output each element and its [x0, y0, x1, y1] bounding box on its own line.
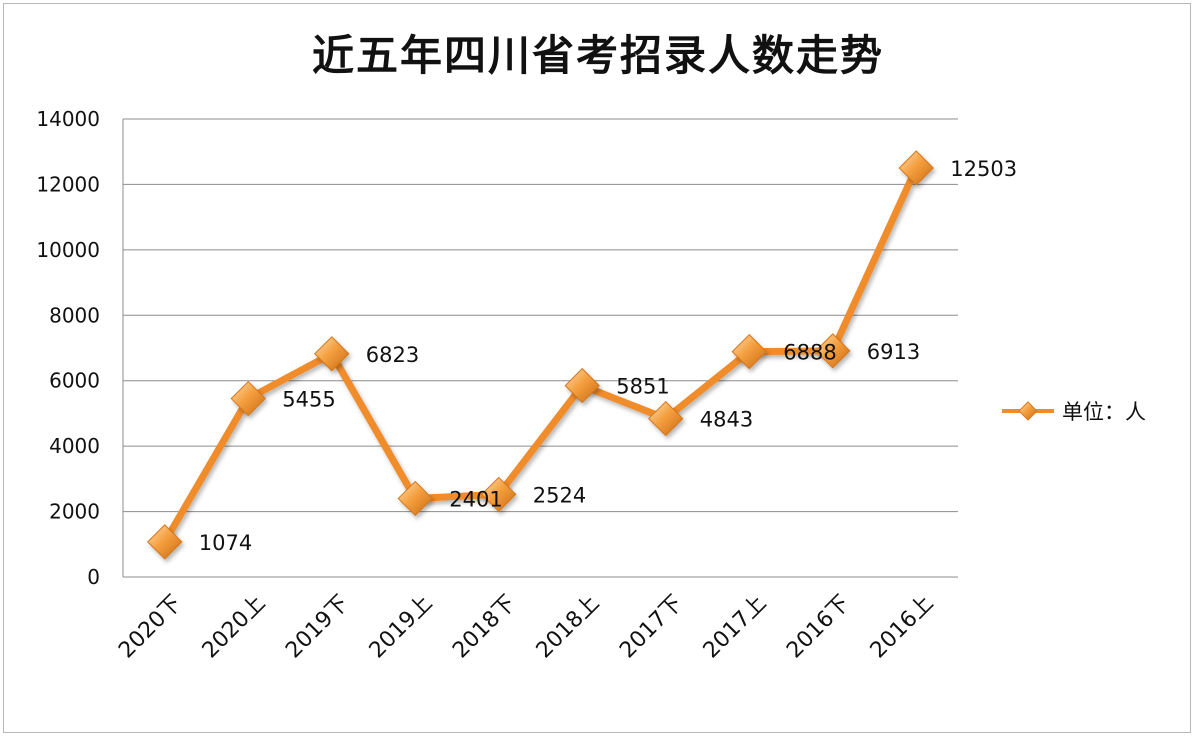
legend-label: 单位：人 — [1062, 400, 1146, 424]
y-tick-label: 12000 — [36, 172, 100, 196]
y-tick-label: 10000 — [36, 238, 100, 262]
data-label: 2401 — [449, 487, 502, 511]
y-tick-label: 2000 — [49, 500, 100, 524]
data-point-marker — [898, 150, 934, 186]
y-tick-label: 6000 — [49, 369, 100, 393]
x-tick-label: 2019下 — [281, 591, 354, 664]
data-label: 6913 — [867, 340, 920, 364]
x-tick-label: 2018上 — [532, 591, 605, 664]
data-label: 6823 — [366, 343, 419, 367]
data-point-marker — [815, 333, 851, 369]
x-tick-label: 2016上 — [866, 591, 939, 664]
data-point-marker — [481, 476, 517, 513]
data-label: 5455 — [282, 388, 335, 412]
data-label: 4843 — [700, 408, 753, 432]
data-label: 12503 — [950, 157, 1017, 181]
data-point-marker — [397, 480, 433, 517]
data-label: 2524 — [533, 483, 586, 507]
x-tick-label: 2017下 — [615, 591, 688, 664]
data-point-marker — [314, 336, 350, 372]
y-tick-label: 0 — [87, 565, 100, 589]
x-tick-label: 2017上 — [699, 591, 772, 664]
legend-swatch — [1002, 401, 1054, 421]
data-point-marker — [564, 367, 600, 404]
data-label: 5851 — [616, 375, 669, 399]
chart-title: 近五年四川省考招录人数走势 — [311, 31, 884, 80]
x-tick-label: 2016下 — [782, 591, 855, 664]
y-tick-label: 14000 — [36, 107, 100, 131]
x-tick-label: 2020上 — [198, 591, 271, 664]
data-label: 1074 — [199, 531, 252, 555]
x-tick-label: 2018下 — [448, 591, 521, 664]
legend: 单位：人 — [1000, 396, 1146, 426]
data-point-marker — [648, 400, 684, 437]
x-tick-label: 2020下 — [114, 591, 187, 664]
chart-frame — [3, 3, 1191, 733]
data-label: 6888 — [783, 341, 836, 365]
data-point-marker — [147, 524, 183, 560]
data-point-marker — [731, 333, 767, 370]
x-tick-label: 2019上 — [365, 591, 438, 664]
data-point-marker — [230, 380, 266, 417]
series-line — [161, 164, 920, 546]
y-tick-label: 8000 — [49, 303, 100, 327]
y-tick-label: 4000 — [49, 434, 100, 458]
